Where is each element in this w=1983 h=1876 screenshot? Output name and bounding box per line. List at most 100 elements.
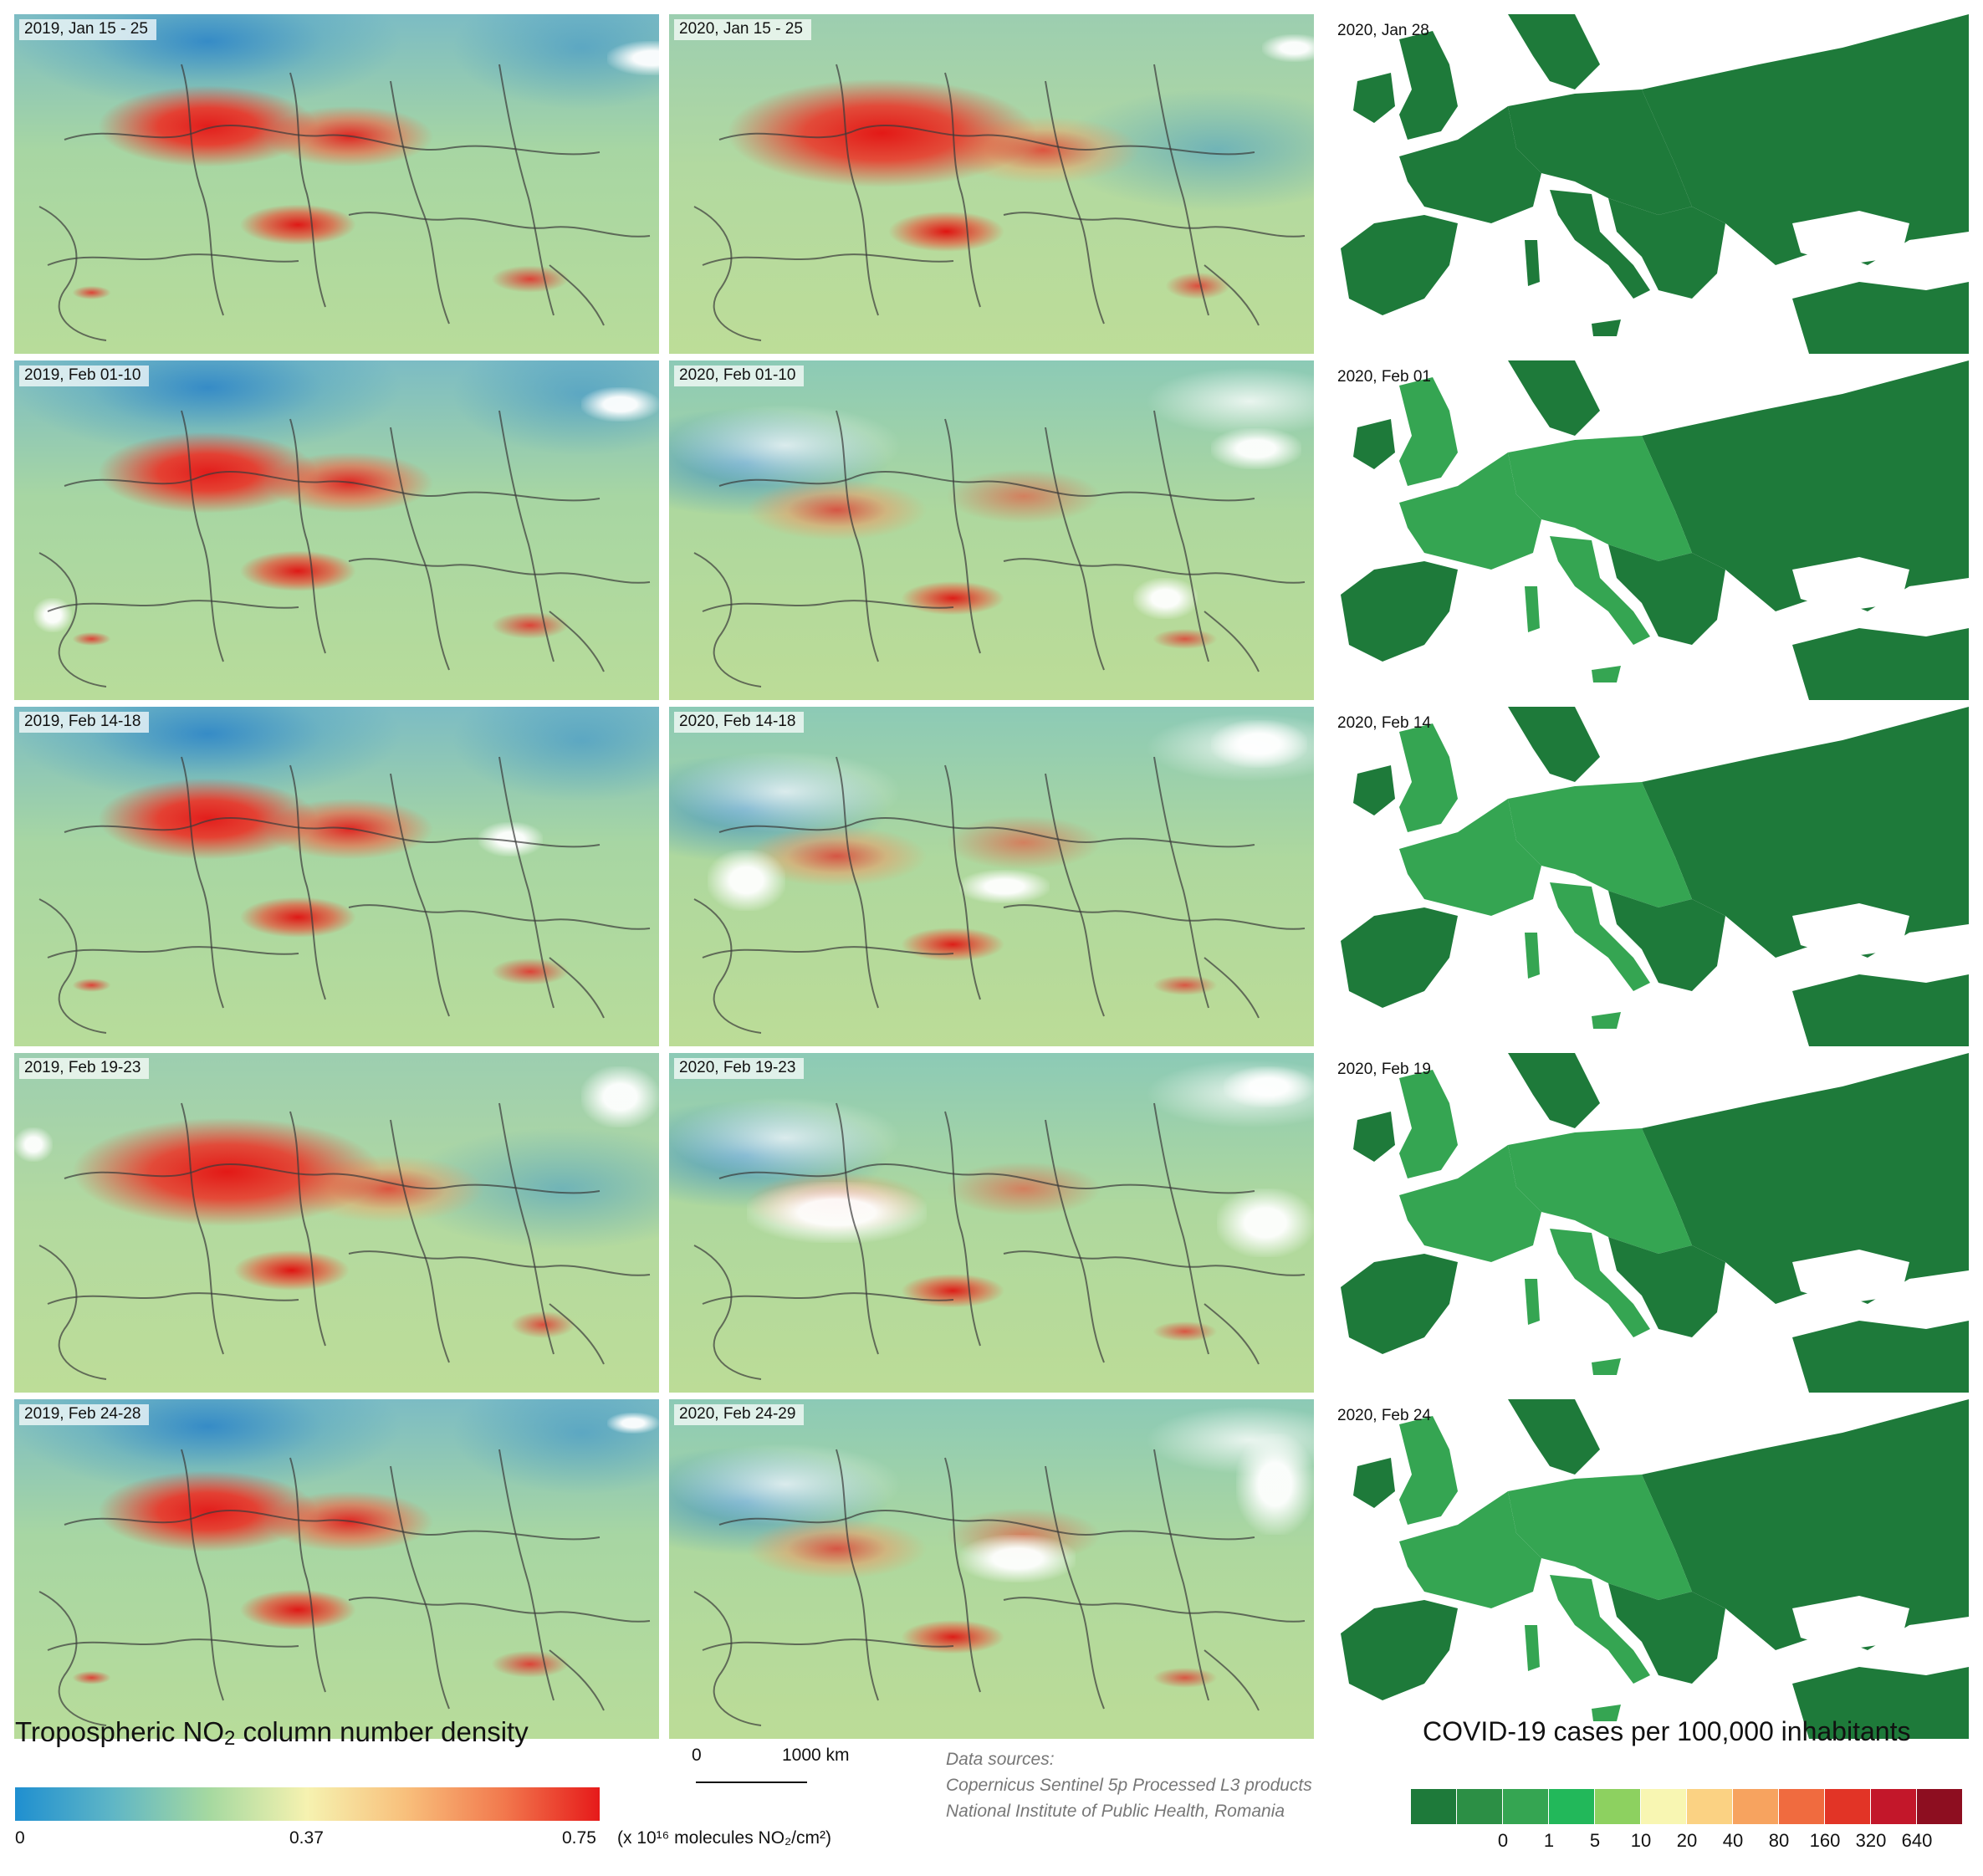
no-data-area bbox=[33, 598, 73, 632]
covid-panel-label: 2020, Feb 19 bbox=[1337, 1061, 1431, 1078]
country-borders bbox=[14, 707, 659, 1046]
region-uk bbox=[1399, 723, 1458, 832]
no2-title-rest: column number density bbox=[235, 1716, 529, 1747]
no2-map-panel: 2019, Feb 01-10 bbox=[14, 360, 659, 700]
region-corsica-sardinia bbox=[1525, 933, 1540, 979]
covid-legend-swatch bbox=[1871, 1789, 1916, 1824]
black-sea bbox=[1792, 1250, 1909, 1304]
region-balkans bbox=[1608, 891, 1725, 991]
covid-legend-tick: 40 bbox=[1722, 1830, 1744, 1851]
no2-map-panel: 2020, Feb 19-23 bbox=[669, 1053, 1314, 1393]
no2-panel-label: 2020, Jan 15 - 25 bbox=[674, 19, 811, 40]
scale-bar-start: 0 bbox=[692, 1746, 702, 1765]
covid-map-panel: 2020, Jan 28 bbox=[1324, 14, 1969, 354]
covid-panel-label: 2020, Jan 28 bbox=[1337, 22, 1429, 39]
region-ireland bbox=[1353, 73, 1395, 123]
covid-map-panel: 2020, Feb 19 bbox=[1324, 1053, 1969, 1393]
covid-legend-swatch bbox=[1503, 1789, 1548, 1824]
region-italy bbox=[1550, 536, 1650, 645]
no-data-area bbox=[1262, 34, 1314, 62]
no2-map-panel: 2020, Feb 01-10 bbox=[669, 360, 1314, 700]
covid-legend-tick: 1 bbox=[1543, 1830, 1555, 1851]
data-sources: Data sources: Copernicus Sentinel 5p Pro… bbox=[946, 1746, 1312, 1824]
region-central-europe bbox=[1508, 782, 1692, 907]
covid-legend-tick: 20 bbox=[1676, 1830, 1698, 1851]
no2-map-panel: 2019, Feb 14-18 bbox=[14, 707, 659, 1046]
region-uk bbox=[1399, 377, 1458, 486]
region-turkey bbox=[1792, 1321, 1969, 1393]
region-uk bbox=[1399, 1070, 1458, 1178]
covid-legend-swatch bbox=[1779, 1789, 1824, 1824]
region-uk bbox=[1399, 1416, 1458, 1525]
region-corsica-sardinia bbox=[1525, 586, 1540, 632]
country-borders bbox=[669, 360, 1314, 700]
no2-map-panel: 2019, Jan 15 - 25 bbox=[14, 14, 659, 354]
region-eastern-europe bbox=[1642, 360, 1969, 611]
covid-legend-tick: 640 bbox=[1901, 1830, 1933, 1851]
no2-panel-label: 2020, Feb 19-23 bbox=[674, 1058, 805, 1079]
no2-colorbar bbox=[15, 1787, 600, 1821]
no2-panel-label: 2020, Feb 01-10 bbox=[674, 365, 805, 386]
region-sicily bbox=[1592, 666, 1621, 682]
no-data-area bbox=[958, 1535, 1076, 1583]
region-turkey bbox=[1792, 282, 1969, 354]
region-balkans bbox=[1608, 1237, 1725, 1337]
region-iberia bbox=[1341, 215, 1458, 315]
region-corsica-sardinia bbox=[1525, 240, 1540, 286]
region-eastern-europe bbox=[1642, 707, 1969, 958]
no-data-area bbox=[1217, 1188, 1314, 1257]
black-sea bbox=[1792, 903, 1909, 958]
region-western-europe bbox=[1399, 452, 1541, 570]
covid-panel-label: 2020, Feb 01 bbox=[1337, 368, 1431, 386]
no-data-area bbox=[581, 1066, 659, 1128]
covid-legend-swatch bbox=[1457, 1789, 1502, 1824]
black-sea bbox=[1792, 211, 1909, 265]
region-iberia bbox=[1341, 1600, 1458, 1700]
covid-map-panel: 2020, Feb 01 bbox=[1324, 360, 1969, 700]
no2-map-panel: 2019, Feb 19-23 bbox=[14, 1053, 659, 1393]
region-western-europe bbox=[1399, 799, 1541, 916]
region-scandinavia bbox=[1508, 360, 1600, 436]
region-ireland bbox=[1353, 1458, 1395, 1508]
covid-legend-tick: 10 bbox=[1630, 1830, 1652, 1851]
no-data-area bbox=[746, 1182, 928, 1244]
country-borders bbox=[14, 1399, 659, 1739]
region-italy bbox=[1550, 1229, 1650, 1337]
covid-legend-tick: 320 bbox=[1855, 1830, 1887, 1851]
region-eastern-europe bbox=[1642, 1053, 1969, 1304]
no-data-area bbox=[1236, 1433, 1314, 1536]
region-ireland bbox=[1353, 419, 1395, 469]
region-turkey bbox=[1792, 628, 1969, 700]
no2-panel-label: 2019, Feb 19-23 bbox=[19, 1058, 150, 1079]
covid-legend-swatch bbox=[1595, 1789, 1640, 1824]
covid-legend-swatch bbox=[1641, 1789, 1686, 1824]
country-borders bbox=[14, 14, 659, 354]
covid-map-panel: 2020, Feb 14 bbox=[1324, 707, 1969, 1046]
covid-legend-tick: 0 bbox=[1497, 1830, 1509, 1851]
region-western-europe bbox=[1399, 106, 1541, 223]
no2-tick-min: 0 bbox=[15, 1828, 25, 1848]
region-central-europe bbox=[1508, 1475, 1692, 1600]
no-data-area bbox=[1210, 720, 1308, 769]
no-data-area bbox=[958, 869, 1050, 904]
no2-title-main: Tropospheric NO bbox=[15, 1716, 225, 1747]
covid-legend-swatch bbox=[1825, 1789, 1870, 1824]
no2-panel-label: 2020, Feb 24-29 bbox=[674, 1404, 805, 1425]
no2-panel-label: 2019, Feb 24-28 bbox=[19, 1404, 150, 1425]
region-central-europe bbox=[1508, 436, 1692, 561]
no-data-area bbox=[1210, 428, 1301, 469]
region-balkans bbox=[1608, 544, 1725, 645]
region-iberia bbox=[1341, 907, 1458, 1008]
no2-unit-label: (x 10¹⁶ molecules NO₂/cm²) bbox=[617, 1828, 831, 1848]
covid-legend-swatch bbox=[1917, 1789, 1962, 1824]
region-scandinavia bbox=[1508, 1399, 1600, 1475]
country-borders bbox=[669, 14, 1314, 354]
region-balkans bbox=[1608, 1583, 1725, 1684]
covid-legend-tick: 160 bbox=[1809, 1830, 1841, 1851]
no-data-area bbox=[1224, 1066, 1314, 1107]
scale-bar-line bbox=[696, 1781, 807, 1783]
region-italy bbox=[1550, 190, 1650, 299]
covid-panel-label: 2020, Feb 24 bbox=[1337, 1407, 1431, 1424]
no2-tick-max: 0.75 bbox=[562, 1828, 596, 1848]
region-corsica-sardinia bbox=[1525, 1625, 1540, 1671]
